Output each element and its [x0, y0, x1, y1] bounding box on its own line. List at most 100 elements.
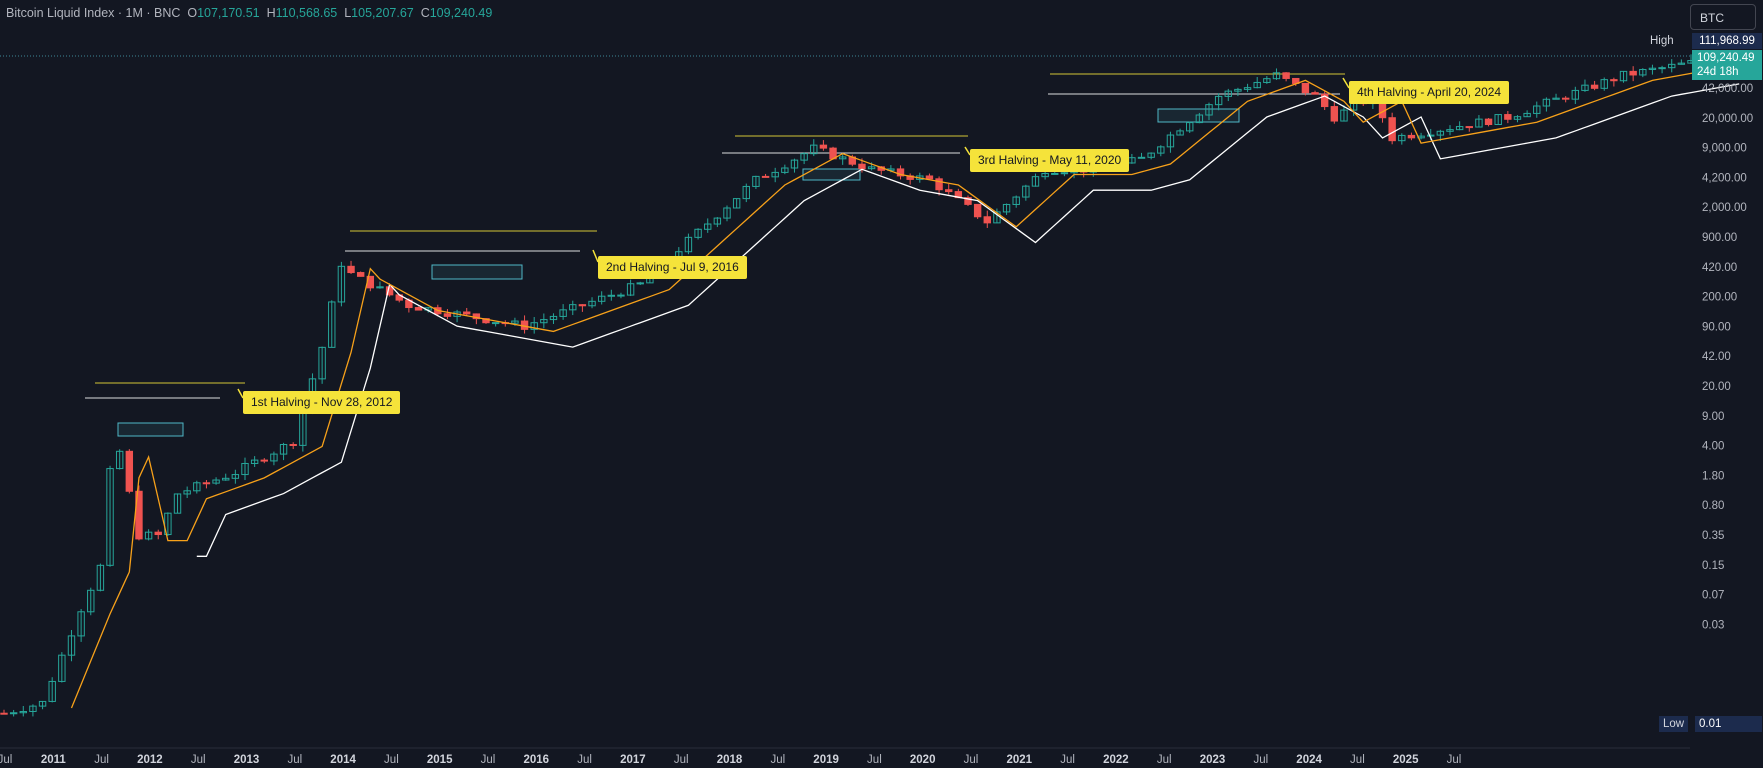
legend-high-value: 110,568.65	[275, 6, 338, 20]
time-tick-label: 2011	[41, 754, 67, 766]
time-tick-label: 2020	[910, 754, 936, 766]
candle-body	[144, 531, 153, 540]
time-axis: Jul 2011 Jul 2012 Jul 2013 Jul 2014 Jul 2015 Jul 20…	[0, 754, 1461, 766]
candle-body	[1513, 116, 1522, 120]
candle-body	[1060, 172, 1069, 175]
candle-body	[328, 301, 336, 348]
price-tick-label: 9.00	[1702, 411, 1724, 423]
candle-body	[1658, 67, 1666, 70]
symbol-button[interactable]: BTC	[1690, 4, 1756, 30]
candle-body	[279, 443, 288, 455]
candle-body	[337, 265, 346, 303]
time-tick-label: Jul	[384, 754, 399, 766]
time-tick-label: Jul	[1157, 754, 1172, 766]
time-tick-label: Jul	[1253, 754, 1268, 766]
candle-body	[559, 309, 567, 317]
candle-body	[578, 304, 587, 307]
legend-low-value: 105,207.67	[351, 6, 414, 20]
candle-body	[1436, 130, 1445, 136]
candle-body	[318, 346, 326, 380]
candle-body	[1234, 88, 1242, 92]
price-tick-label: 9,000.00	[1702, 143, 1747, 155]
candle-body	[0, 712, 8, 715]
candle-body	[29, 705, 37, 713]
high-marker-label: High	[1650, 35, 1674, 47]
candle-body	[1484, 118, 1493, 126]
annotation-second-halving[interactable]: 2nd Halving - Jul 9, 2016	[598, 256, 747, 279]
accumulation-box	[117, 422, 184, 437]
candle-body	[1031, 176, 1040, 187]
candle-body	[241, 462, 249, 476]
candle-body	[1147, 152, 1155, 158]
legend-open-label: O	[187, 6, 198, 20]
candle-body	[1186, 122, 1194, 132]
time-tick-label: Jul	[867, 754, 882, 766]
moving-average-slow	[196, 83, 1740, 557]
candle-body	[1523, 112, 1531, 118]
candle-body	[250, 459, 259, 464]
annotation-pointer	[1342, 77, 1350, 89]
candle-body	[1195, 114, 1204, 124]
candle-body	[1446, 129, 1454, 132]
time-tick-label: Jul	[577, 754, 592, 766]
legend-close-label: C	[420, 6, 430, 20]
candle-body	[925, 175, 934, 180]
candle-body	[1610, 79, 1618, 82]
candle-body	[1619, 70, 1628, 82]
last-price-tag: 109,240.49 24d 18h	[1692, 50, 1762, 80]
price-tick-label: 20.00	[1702, 381, 1731, 393]
candle-body	[1022, 185, 1030, 198]
candle-body	[1465, 126, 1473, 129]
price-tick-label: 0.15	[1702, 560, 1724, 572]
candle-body	[1677, 62, 1686, 65]
candle-body	[376, 286, 384, 289]
time-tick-label: Jul	[0, 754, 12, 766]
candle-body	[58, 654, 66, 682]
annotation-first-halving[interactable]: 1st Halving - Nov 28, 2012	[243, 391, 401, 414]
candle-body	[414, 307, 423, 311]
candle-body	[1581, 84, 1589, 91]
low-marker-label: Low	[1659, 716, 1689, 732]
price-tick-label: 200.00	[1702, 292, 1737, 304]
price-tick-label: 0.80	[1702, 500, 1724, 512]
annotation-third-halving[interactable]: 3rd Halving - May 11, 2020	[970, 149, 1130, 172]
candle-body	[19, 711, 27, 714]
time-tick-label: Jul	[1060, 754, 1075, 766]
candle-body	[96, 564, 105, 591]
candle-body	[742, 185, 750, 200]
candle-body	[684, 236, 693, 253]
time-tick-label: 2018	[717, 754, 743, 766]
price-tick-label: 90.00	[1702, 321, 1731, 333]
price-tick-label: 0.03	[1702, 619, 1724, 631]
candle-body	[491, 322, 500, 325]
candle-body	[1311, 92, 1319, 95]
candle-body	[67, 635, 76, 656]
candle-body	[1253, 81, 1261, 89]
candle-body	[704, 223, 712, 230]
candle-body	[761, 175, 770, 178]
candle-body	[1012, 196, 1020, 205]
time-tick-label: 2023	[1200, 754, 1226, 766]
annotation-pointer	[964, 146, 971, 156]
candle-body	[790, 159, 799, 169]
candle-body	[270, 453, 278, 462]
candle-body	[1176, 130, 1184, 136]
annotation-pointer	[237, 388, 244, 399]
candle-body	[588, 300, 596, 307]
price-tick-label: 900.00	[1702, 232, 1737, 244]
candle-body	[983, 216, 991, 224]
candle-body	[193, 482, 201, 492]
range-lines	[85, 73, 1345, 399]
moving-average-fast	[70, 64, 1740, 709]
candle-body	[1427, 134, 1435, 137]
price-tick-label: 420.00	[1702, 262, 1737, 274]
annotation-fourth-halving[interactable]: 4th Halving - April 20, 2024	[1349, 81, 1510, 104]
time-tick-label: 2022	[1103, 754, 1129, 766]
candle-body	[87, 589, 95, 613]
price-axis: 42,000.00 20,000.00 9,000.00 4,200.00 2,000.…	[1702, 83, 1753, 631]
candle-body	[752, 175, 760, 187]
candle-body	[781, 167, 789, 173]
time-tick-label: 2024	[1296, 754, 1322, 766]
time-tick-label: Jul	[1447, 754, 1462, 766]
